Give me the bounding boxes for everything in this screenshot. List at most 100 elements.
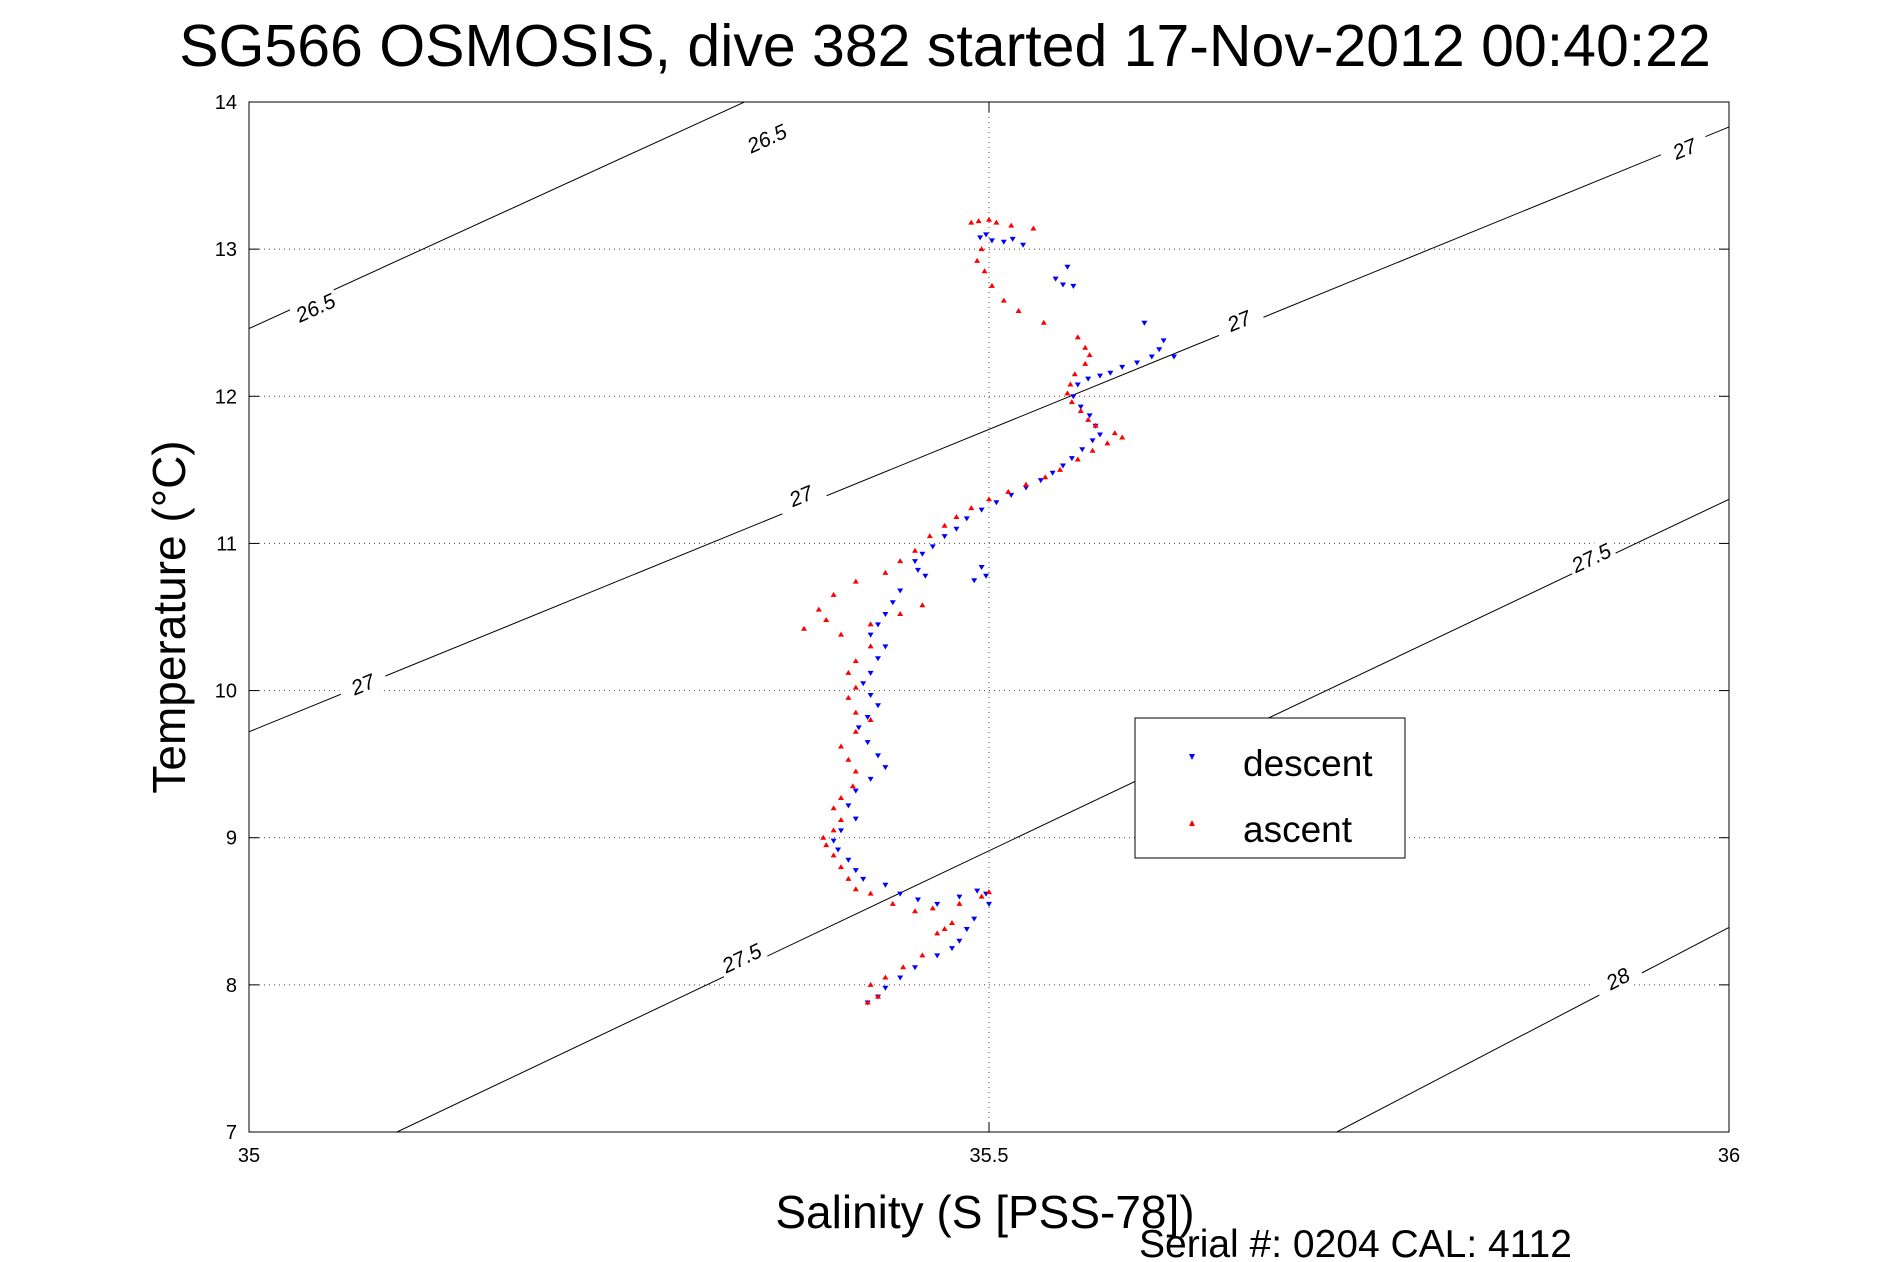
descent-point (1008, 492, 1015, 498)
y-tick-label: 10 (215, 681, 237, 703)
ascent-point (1085, 416, 1092, 422)
ascent-point (867, 621, 874, 627)
chart-title: SG566 OSMOSIS, dive 382 started 17-Nov-2… (179, 13, 1711, 79)
descent-point (897, 975, 904, 981)
descent-point (860, 681, 867, 687)
series-ascent (801, 216, 1126, 1005)
ascent-point (988, 282, 995, 288)
descent-point (971, 578, 978, 584)
ascent-point (1064, 390, 1071, 396)
contour-label-bg (1657, 128, 1712, 170)
descent-point (1171, 354, 1177, 360)
x-axis-label: Salinity (S [PSS-78]) (775, 1186, 1194, 1238)
ascent-point (823, 616, 830, 622)
descent-point (922, 573, 929, 579)
descent-point (919, 551, 926, 557)
descent-point (882, 644, 889, 650)
ascent-point (1040, 319, 1047, 325)
y-tick-label: 11 (216, 533, 237, 555)
ascent-point (1074, 334, 1081, 340)
descent-point (882, 882, 889, 888)
descent-point (1134, 360, 1140, 366)
ascent-point (1119, 434, 1126, 440)
ascent-point (1074, 456, 1081, 462)
ascent-point (941, 522, 948, 528)
ascent-point (852, 658, 859, 664)
ascent-point (867, 717, 874, 722)
contour-label-bg (1591, 957, 1645, 1001)
contour-line-26.5 (249, 102, 746, 330)
ascent-point (838, 794, 844, 800)
ascent-point (1077, 408, 1084, 413)
descent-point (897, 588, 904, 594)
descent-point (971, 916, 978, 922)
descent-point (882, 612, 889, 618)
descent-point (914, 567, 921, 573)
descent-point (1037, 478, 1044, 484)
ascent-point (830, 805, 837, 811)
contour-line-27.5 (396, 498, 1729, 1132)
ascent-point (864, 999, 871, 1005)
ascent-point (897, 558, 904, 564)
descent-point (1052, 276, 1059, 282)
descent-point (1097, 373, 1103, 379)
descent-point (852, 788, 859, 794)
ascent-point (986, 496, 992, 502)
descent-point (1079, 447, 1086, 453)
ascent-point (845, 694, 852, 700)
y-tick-label: 8 (226, 975, 237, 997)
ascent-point (823, 842, 830, 848)
descent-point (983, 232, 990, 238)
descent-point (864, 740, 871, 746)
descent-point (830, 838, 837, 844)
ascent-point (1067, 381, 1074, 387)
contour-label-bg (288, 287, 343, 329)
ascent-point (830, 591, 837, 597)
ascent-point (875, 993, 881, 999)
ascent-point (889, 900, 896, 906)
descent-point (845, 803, 852, 809)
descent-point (875, 656, 881, 662)
ascent-point (1023, 481, 1029, 487)
descent-point (875, 622, 881, 628)
ascent-point (852, 768, 859, 774)
descent-point (956, 938, 963, 944)
ascent-point (849, 783, 856, 789)
descent-point (1060, 282, 1066, 288)
ascent-point (882, 569, 889, 575)
ascent-point (929, 905, 936, 911)
ascent-point (1092, 422, 1099, 428)
ascent-point (949, 920, 955, 926)
descent-point (1089, 438, 1096, 444)
ascent-point (1086, 352, 1093, 358)
ascent-point (1089, 447, 1096, 453)
descent-point (1156, 347, 1163, 353)
descent-point (912, 559, 918, 565)
ascent-point (974, 257, 981, 263)
descent-point (1020, 242, 1027, 248)
ascent-point (926, 533, 933, 539)
descent-point (988, 238, 995, 244)
ascent-point (882, 974, 889, 980)
descent-point (875, 753, 881, 759)
contour-label-bg (1212, 301, 1266, 342)
descent-point (949, 946, 955, 952)
descent-point (983, 573, 990, 579)
contour-line-27 (249, 126, 1729, 733)
ascent-point (867, 643, 874, 649)
descent-point (1023, 485, 1029, 491)
descent-point (993, 500, 1000, 506)
ascent-point (852, 709, 859, 715)
ascent-point (900, 964, 907, 970)
y-axis-label: Temperature (°C) (143, 440, 195, 793)
ascent-point (852, 684, 859, 690)
ascent-point (912, 547, 918, 553)
ascent-point (830, 852, 837, 858)
x-tick-label: 35 (238, 1145, 260, 1167)
ascent-point (1008, 222, 1015, 228)
contour-label-bg (1564, 537, 1619, 580)
ascent-point (845, 669, 852, 675)
ascent-point (838, 864, 844, 870)
descent-point (1049, 470, 1056, 476)
